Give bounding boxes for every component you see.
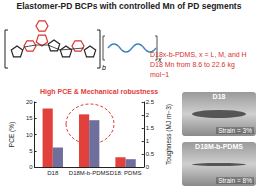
svg-text:Toughness (MJ m−3): Toughness (MJ m−3)	[165, 104, 173, 165]
svg-text:1.5: 1.5	[146, 125, 155, 131]
svg-text:PCE (%): PCE (%)	[8, 122, 16, 147]
html-text:D18x-b-PDMS, x = L, M, and H: D18x-b-PDMS, x = L, M, and H	[150, 51, 247, 58]
html-text:Strain = 8%: Strain = 8%	[218, 177, 252, 184]
svg-text:D18: D18	[47, 170, 59, 176]
svg-text:10: 10	[26, 132, 33, 138]
svg-text:b: b	[102, 64, 106, 71]
svg-text:15: 15	[26, 115, 33, 121]
svg-text:2: 2	[146, 112, 150, 118]
html-text:D18: D18	[212, 93, 226, 100]
svg-text:5: 5	[29, 148, 33, 154]
svg-text:20: 20	[26, 99, 33, 105]
html-text:D18M-b-PDMS: D18M-b-PDMS	[195, 143, 243, 150]
html-text:D18 Mn from 8.6 to 22.6 kg mol: D18 Mn from 8.6 to 22.6 kg mol−1	[150, 61, 235, 78]
html-text:Elastomer-PD BCPs with control: Elastomer-PD BCPs with controlled Mn of …	[16, 1, 242, 11]
svg-text:1: 1	[146, 138, 150, 144]
svg-text:D18M-b-PDMS: D18M-b-PDMS	[69, 170, 110, 176]
svg-text:0.5: 0.5	[146, 151, 155, 157]
svg-text:0: 0	[29, 164, 33, 170]
html-text:Strain = 3%: Strain = 3%	[218, 127, 252, 134]
svg-text:0: 0	[146, 164, 150, 170]
svg-text:D18: PDMS: D18: PDMS	[110, 170, 142, 176]
svg-text:2.5: 2.5	[146, 99, 155, 105]
svg-text:High PCE & Mechanical robustne: High PCE & Mechanical robustness	[40, 88, 158, 96]
